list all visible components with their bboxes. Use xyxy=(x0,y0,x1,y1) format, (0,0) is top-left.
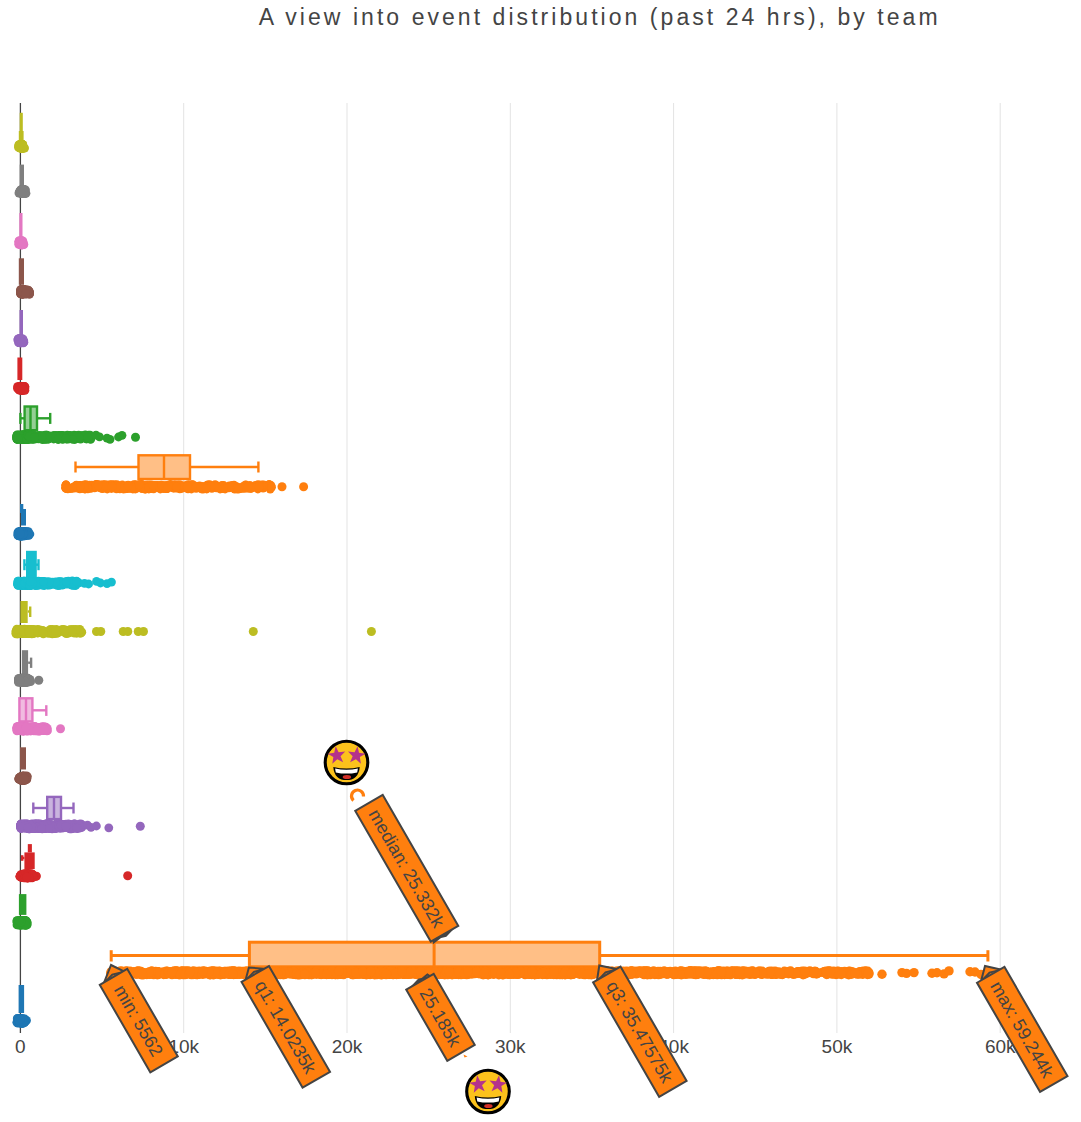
svg-text:50k: 50k xyxy=(822,1036,853,1057)
svg-text:20k: 20k xyxy=(332,1036,363,1057)
svg-text:0: 0 xyxy=(15,1036,26,1057)
svg-text:A view into event distribution: A view into event distribution (past 24 … xyxy=(259,4,941,30)
svg-text:30k: 30k xyxy=(495,1036,526,1057)
